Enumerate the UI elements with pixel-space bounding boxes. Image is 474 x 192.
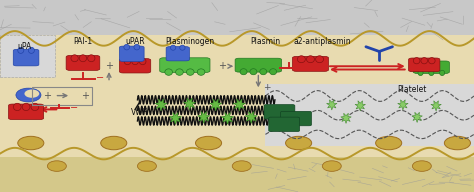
Ellipse shape: [25, 89, 39, 98]
FancyBboxPatch shape: [9, 104, 44, 120]
Ellipse shape: [137, 161, 156, 171]
Text: +: +: [263, 84, 271, 92]
Ellipse shape: [171, 45, 176, 50]
FancyBboxPatch shape: [119, 59, 151, 73]
Text: +: +: [44, 91, 51, 101]
Ellipse shape: [195, 136, 221, 150]
Text: −: −: [70, 103, 78, 113]
FancyBboxPatch shape: [269, 117, 300, 132]
Polygon shape: [327, 100, 337, 110]
FancyBboxPatch shape: [413, 61, 449, 74]
Ellipse shape: [439, 70, 445, 75]
Ellipse shape: [444, 136, 470, 150]
FancyBboxPatch shape: [235, 58, 282, 72]
Text: +: +: [218, 61, 226, 71]
Ellipse shape: [124, 44, 129, 50]
Polygon shape: [233, 99, 246, 111]
Ellipse shape: [13, 103, 21, 111]
Ellipse shape: [186, 69, 194, 75]
FancyBboxPatch shape: [119, 46, 144, 61]
Text: Plasmin: Plasmin: [250, 37, 281, 46]
Polygon shape: [341, 113, 351, 123]
FancyBboxPatch shape: [160, 58, 210, 72]
FancyBboxPatch shape: [281, 111, 311, 126]
Polygon shape: [398, 100, 408, 110]
Polygon shape: [412, 112, 422, 122]
Ellipse shape: [18, 47, 24, 53]
Ellipse shape: [71, 55, 78, 62]
FancyBboxPatch shape: [0, 35, 55, 77]
Text: VWF: VWF: [131, 108, 148, 117]
Polygon shape: [355, 101, 365, 111]
Ellipse shape: [180, 45, 185, 50]
Text: Platelet: Platelet: [398, 85, 427, 94]
Ellipse shape: [421, 58, 428, 64]
FancyBboxPatch shape: [292, 56, 328, 71]
Text: a2-antiplasmin: a2-antiplasmin: [293, 37, 351, 46]
Text: uPAR: uPAR: [125, 37, 145, 46]
Ellipse shape: [16, 88, 41, 102]
Polygon shape: [155, 99, 167, 111]
Text: −: −: [301, 63, 309, 73]
Ellipse shape: [418, 70, 423, 75]
Ellipse shape: [165, 69, 173, 75]
Ellipse shape: [31, 103, 39, 111]
Polygon shape: [169, 113, 182, 124]
FancyBboxPatch shape: [13, 49, 39, 66]
Ellipse shape: [316, 56, 324, 63]
Text: Plasminogen: Plasminogen: [165, 37, 214, 46]
Text: +: +: [82, 91, 89, 101]
Ellipse shape: [28, 47, 35, 53]
Ellipse shape: [307, 56, 314, 63]
Ellipse shape: [124, 58, 131, 65]
Ellipse shape: [240, 69, 247, 75]
Ellipse shape: [285, 136, 312, 150]
Ellipse shape: [375, 136, 401, 150]
Bar: [0, 157, 474, 192]
Polygon shape: [221, 113, 234, 124]
Text: +: +: [105, 61, 113, 71]
Ellipse shape: [18, 136, 44, 150]
Ellipse shape: [428, 58, 435, 64]
Polygon shape: [183, 98, 196, 110]
Ellipse shape: [79, 55, 87, 62]
Ellipse shape: [175, 69, 183, 75]
Polygon shape: [210, 99, 222, 111]
Ellipse shape: [232, 161, 251, 171]
Ellipse shape: [139, 58, 146, 65]
Ellipse shape: [88, 55, 95, 62]
Ellipse shape: [250, 69, 257, 75]
Text: uPA: uPA: [18, 42, 32, 51]
FancyBboxPatch shape: [166, 47, 189, 61]
Ellipse shape: [413, 58, 420, 64]
Ellipse shape: [197, 69, 205, 75]
FancyBboxPatch shape: [264, 105, 295, 119]
FancyBboxPatch shape: [66, 55, 100, 70]
Ellipse shape: [22, 103, 30, 111]
Polygon shape: [431, 101, 441, 111]
Ellipse shape: [132, 58, 138, 65]
Polygon shape: [198, 112, 210, 123]
Text: PAI-1: PAI-1: [73, 37, 92, 46]
Ellipse shape: [322, 161, 341, 171]
Ellipse shape: [429, 70, 434, 75]
Ellipse shape: [100, 136, 127, 150]
Ellipse shape: [47, 161, 66, 171]
FancyBboxPatch shape: [409, 58, 440, 72]
Ellipse shape: [260, 69, 267, 75]
Ellipse shape: [412, 161, 431, 171]
Bar: [0, 35, 474, 157]
Polygon shape: [245, 112, 257, 123]
Ellipse shape: [270, 69, 277, 75]
Text: −: −: [96, 73, 104, 83]
Ellipse shape: [134, 44, 140, 50]
Ellipse shape: [297, 56, 305, 63]
Bar: [265, 84, 474, 146]
Bar: [0, 0, 474, 35]
